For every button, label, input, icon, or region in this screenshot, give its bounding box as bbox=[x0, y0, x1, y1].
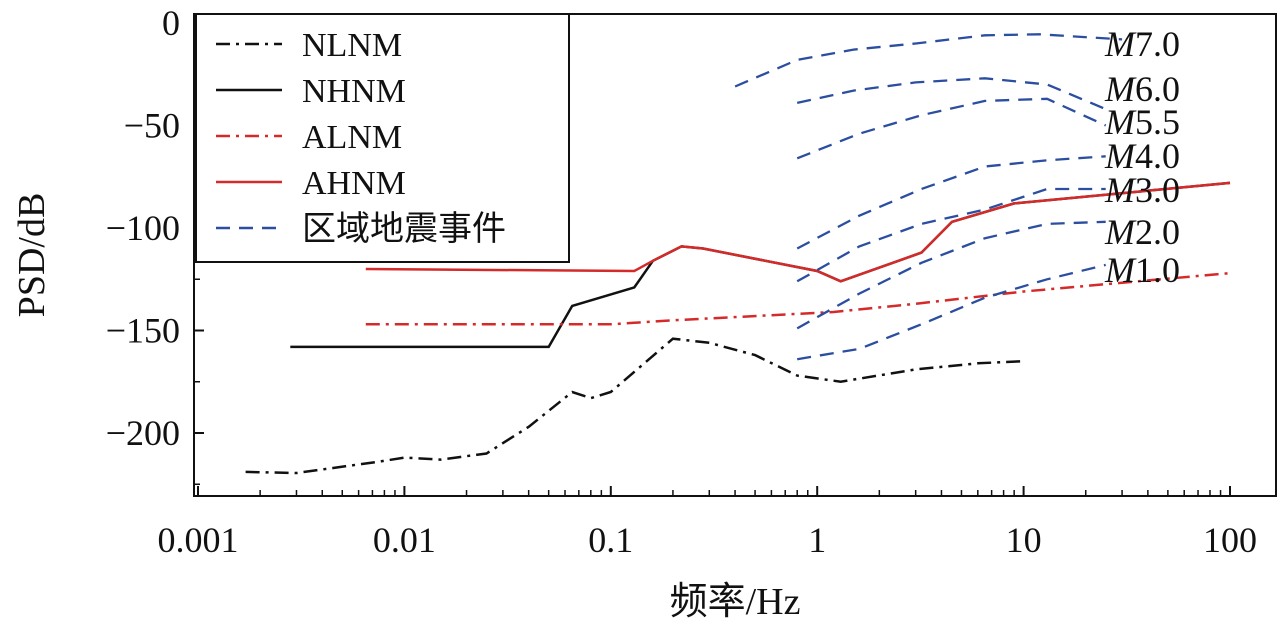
x-tick-label: 10 bbox=[1006, 520, 1042, 560]
magnitude-curve-m1-0 bbox=[797, 263, 1106, 361]
legend-label-4: 区域地震事件 bbox=[302, 210, 506, 248]
y-tick-label: −100 bbox=[106, 208, 180, 248]
magnitude-curve-m5-5 bbox=[796, 97, 1107, 160]
y-tick-label: −50 bbox=[124, 106, 180, 146]
magnitude-label-m5-5: M5.5 bbox=[1104, 102, 1180, 142]
legend-label-3: AHNM bbox=[302, 165, 406, 202]
legend: NLNM NHNM ALNM AHNM 区域地震事件 bbox=[195, 13, 570, 263]
x-tick-label: 100 bbox=[1203, 520, 1257, 560]
series-layer bbox=[245, 33, 1231, 475]
magnitude-label-m2-0: M2.0 bbox=[1104, 212, 1180, 252]
y-axis: 0 −50 −100 −150 −200 bbox=[106, 3, 204, 485]
magnitude-curve-m6-0 bbox=[796, 77, 1107, 111]
legend-label-1: NHNM bbox=[302, 73, 406, 110]
legend-label-0: NLNM bbox=[302, 27, 402, 64]
series-line-ahnm bbox=[365, 181, 1231, 283]
magnitude-labels: M7.0 M6.0M5.5M4.0M3.0M2.0M1.0 bbox=[1104, 24, 1180, 290]
y-axis-title: PSD/dB bbox=[11, 193, 53, 318]
magnitude-curve-m2-0 bbox=[796, 220, 1106, 330]
magnitude-curve-m4-0 bbox=[796, 155, 1106, 250]
y-tick-label: −200 bbox=[106, 413, 180, 453]
magnitude-curve-m3-0 bbox=[796, 187, 1106, 283]
series-line-nlnm bbox=[245, 337, 1024, 475]
x-tick-label: 0.01 bbox=[373, 520, 436, 560]
magnitude-label-m4-0: M4.0 bbox=[1104, 136, 1180, 176]
magnitude-label-m7-0: M7.0 bbox=[1104, 24, 1180, 64]
x-tick-label: 1 bbox=[808, 520, 826, 560]
legend-box bbox=[195, 13, 570, 263]
x-tick-label: 0.001 bbox=[158, 520, 239, 560]
magnitude-label-m1-0: M1.0 bbox=[1104, 250, 1180, 290]
magnitude-curve-m7-0 bbox=[734, 33, 1123, 88]
magnitude-label-m3-0: M3.0 bbox=[1104, 170, 1180, 210]
y-tick-label: 0 bbox=[162, 3, 180, 43]
y-tick-label: −150 bbox=[106, 311, 180, 351]
legend-label-2: ALNM bbox=[302, 119, 402, 156]
x-axis: 0.001 0.01 0.1 1 10 100 bbox=[158, 486, 1257, 560]
series-line-alnm bbox=[365, 271, 1231, 326]
magnitude-label-m6-0: M6.0 bbox=[1104, 69, 1180, 109]
x-tick-label: 0.1 bbox=[588, 520, 633, 560]
x-axis-title: 频率/Hz bbox=[670, 581, 801, 623]
legend-items: NLNM NHNM ALNM AHNM 区域地震事件 bbox=[216, 27, 506, 248]
